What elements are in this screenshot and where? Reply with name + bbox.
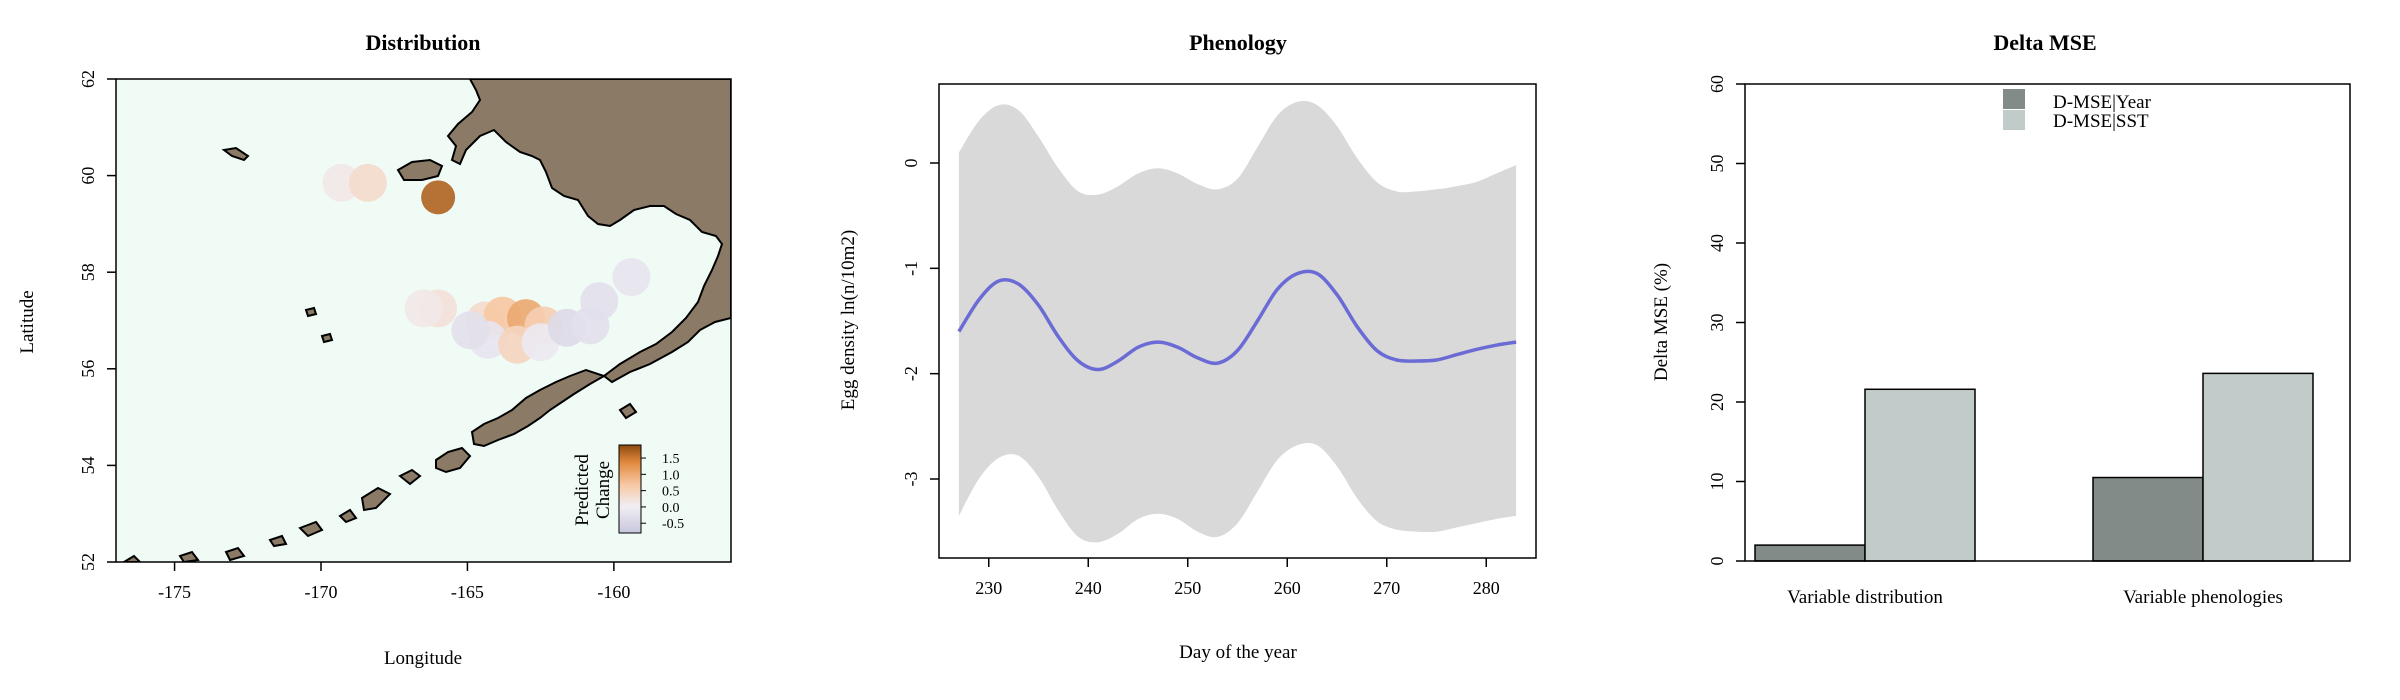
aleutian-4	[338, 508, 358, 524]
aleutian-6	[268, 534, 288, 548]
aleutian-5	[298, 520, 324, 538]
y-tick-label: 20	[1707, 393, 1727, 411]
phenology-ylabel: Egg density ln(n/10m2)	[838, 230, 859, 410]
prediction-cells	[322, 163, 651, 364]
color-legend-tick-label: 1.5	[662, 452, 680, 467]
phenology-title: Phenology	[1189, 30, 1287, 55]
x-tick-label: 280	[1473, 578, 1500, 598]
y-tick-label: 60	[78, 167, 98, 185]
y-tick-label: 52	[78, 553, 98, 571]
y-tick-label: 10	[1707, 473, 1727, 491]
y-tick-label: 0	[1707, 557, 1727, 566]
legend-swatch-sst	[2003, 110, 2025, 130]
prediction-cell	[322, 163, 361, 202]
prediction-cell	[580, 282, 619, 321]
color-legend-bar	[618, 444, 642, 534]
delta-mse-axes: 0 10 20 30 40 50 60	[1707, 75, 1745, 566]
aleutian-9	[122, 554, 142, 562]
aleutian-3	[398, 468, 422, 486]
distribution-axes: -175 -170 -165 -160 52 54 56 58 60 62	[78, 70, 630, 602]
color-legend-title-line2: Change	[593, 461, 614, 519]
delta-mse-panel: Delta MSE Variable distribution Variable …	[1651, 30, 2351, 608]
aleutian-8	[178, 550, 200, 562]
bars: Variable distribution Variable phenologie…	[1754, 372, 2314, 608]
legend-swatch-year	[2003, 89, 2025, 109]
prediction-cell	[404, 289, 443, 328]
phenology-line	[957, 269, 1517, 372]
y-tick-label: -1	[901, 261, 921, 276]
phenology-frame	[938, 83, 1537, 559]
aleutian-7	[224, 546, 246, 562]
prediction-cell	[348, 163, 387, 202]
color-legend-ticks: 1.51.0 0.50.0-0.5	[641, 452, 684, 532]
y-tick-label: 56	[78, 360, 98, 378]
nunivak-island	[396, 158, 444, 181]
confidence-band	[958, 101, 1517, 543]
y-tick-label: 0	[901, 159, 921, 168]
x-tick-label: -160	[597, 582, 630, 602]
category-label: Variable phenologies	[2123, 587, 2283, 608]
color-legend-title-line1: Predicted	[572, 454, 593, 526]
prediction-cell	[421, 180, 456, 215]
bar	[1754, 544, 1866, 562]
legend-label-sst: D-MSE|SST	[2053, 111, 2149, 132]
x-tick-label: -175	[158, 582, 191, 602]
color-legend-tick-label: -0.5	[662, 517, 684, 532]
distribution-title: Distribution	[366, 30, 481, 55]
x-tick-label: 230	[975, 578, 1002, 598]
y-tick-label: 54	[78, 456, 98, 474]
phenology-panel: Phenology 230 240 250 260 270 280 0 -1 -2 -3 Day …	[838, 30, 1537, 663]
saint-lawrence-island	[221, 146, 250, 162]
color-legend-tick-label: 0.0	[662, 501, 680, 516]
y-tick-label: 30	[1707, 314, 1727, 332]
map-frame	[115, 78, 732, 563]
y-tick-label: 58	[78, 263, 98, 281]
kodiak-area	[618, 402, 638, 420]
mainland-alaska	[446, 79, 731, 384]
pribilof-islands	[304, 306, 334, 344]
distribution-ylabel: Latitude	[17, 290, 38, 353]
y-tick-label: 50	[1707, 155, 1727, 173]
x-tick-label: 250	[1174, 578, 1201, 598]
y-tick-label: 40	[1707, 234, 1727, 252]
y-tick-label: -3	[901, 472, 921, 487]
y-tick-label: 60	[1707, 75, 1727, 93]
phenology-axes: 230 240 250 260 270 280 0 -1 -2 -3	[901, 159, 1500, 599]
bar	[2202, 372, 2314, 562]
x-tick-label: 270	[1373, 578, 1400, 598]
legend-label-year: D-MSE|Year	[2053, 92, 2152, 113]
y-tick-label: -2	[901, 366, 921, 381]
prediction-cell	[451, 311, 490, 350]
x-tick-label: -170	[305, 582, 338, 602]
color-legend-tick-label: 1.0	[662, 468, 680, 483]
aleutian-2	[360, 486, 392, 512]
delta-mse-ylabel: Delta MSE (%)	[1651, 263, 1672, 381]
color-legend-tick-label: 0.5	[662, 485, 680, 500]
phenology-xlabel: Day of the year	[1179, 642, 1297, 663]
delta-mse-legend: D-MSE|Year D-MSE|SST	[2003, 89, 2152, 132]
distribution-xlabel: Longitude	[384, 648, 462, 669]
y-tick-label: 62	[78, 70, 98, 88]
bar	[2092, 476, 2204, 562]
prediction-cell	[612, 258, 651, 297]
alaska-peninsula	[470, 368, 607, 448]
bar	[1864, 388, 1976, 562]
color-legend: 1.51.0 0.50.0-0.5 Predicted Change	[572, 444, 684, 534]
category-label: Variable distribution	[1787, 587, 1943, 608]
x-tick-label: 240	[1075, 578, 1102, 598]
distribution-panel: Distribution	[17, 30, 732, 669]
x-tick-label: 260	[1274, 578, 1301, 598]
aleutian-1	[435, 446, 472, 474]
x-tick-label: -165	[451, 582, 484, 602]
delta-mse-title: Delta MSE	[1993, 30, 2096, 55]
